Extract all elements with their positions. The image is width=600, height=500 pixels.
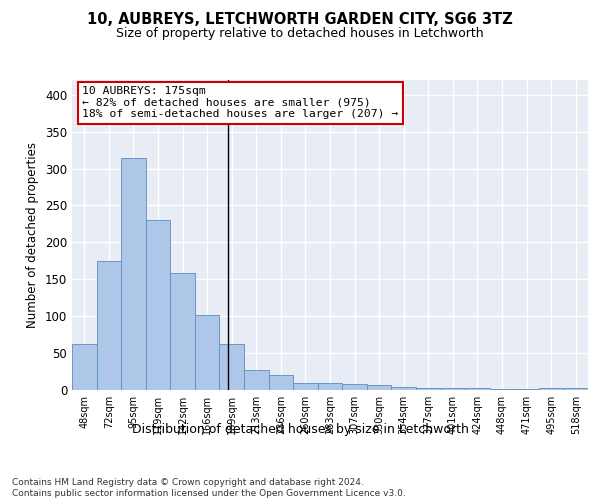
Bar — [244, 370, 269, 390]
Text: 10 AUBREYS: 175sqm
← 82% of detached houses are smaller (975)
18% of semi-detach: 10 AUBREYS: 175sqm ← 82% of detached hou… — [82, 86, 398, 120]
Bar — [318, 382, 342, 390]
Bar — [367, 385, 391, 390]
Text: 10, AUBREYS, LETCHWORTH GARDEN CITY, SG6 3TZ: 10, AUBREYS, LETCHWORTH GARDEN CITY, SG6… — [87, 12, 513, 28]
Bar — [220, 344, 244, 390]
Bar — [465, 388, 490, 390]
Bar — [195, 314, 220, 390]
Bar — [539, 388, 563, 390]
Text: Size of property relative to detached houses in Letchworth: Size of property relative to detached ho… — [116, 28, 484, 40]
Bar — [342, 384, 367, 390]
Bar — [97, 261, 121, 390]
Y-axis label: Number of detached properties: Number of detached properties — [26, 142, 40, 328]
Bar — [563, 388, 588, 390]
Bar — [121, 158, 146, 390]
Bar — [391, 387, 416, 390]
Bar — [72, 344, 97, 390]
Bar — [269, 374, 293, 390]
Bar — [293, 384, 318, 390]
Bar — [440, 388, 465, 390]
Text: Distribution of detached houses by size in Letchworth: Distribution of detached houses by size … — [131, 422, 469, 436]
Text: Contains HM Land Registry data © Crown copyright and database right 2024.
Contai: Contains HM Land Registry data © Crown c… — [12, 478, 406, 498]
Bar — [146, 220, 170, 390]
Bar — [170, 274, 195, 390]
Bar — [416, 388, 440, 390]
